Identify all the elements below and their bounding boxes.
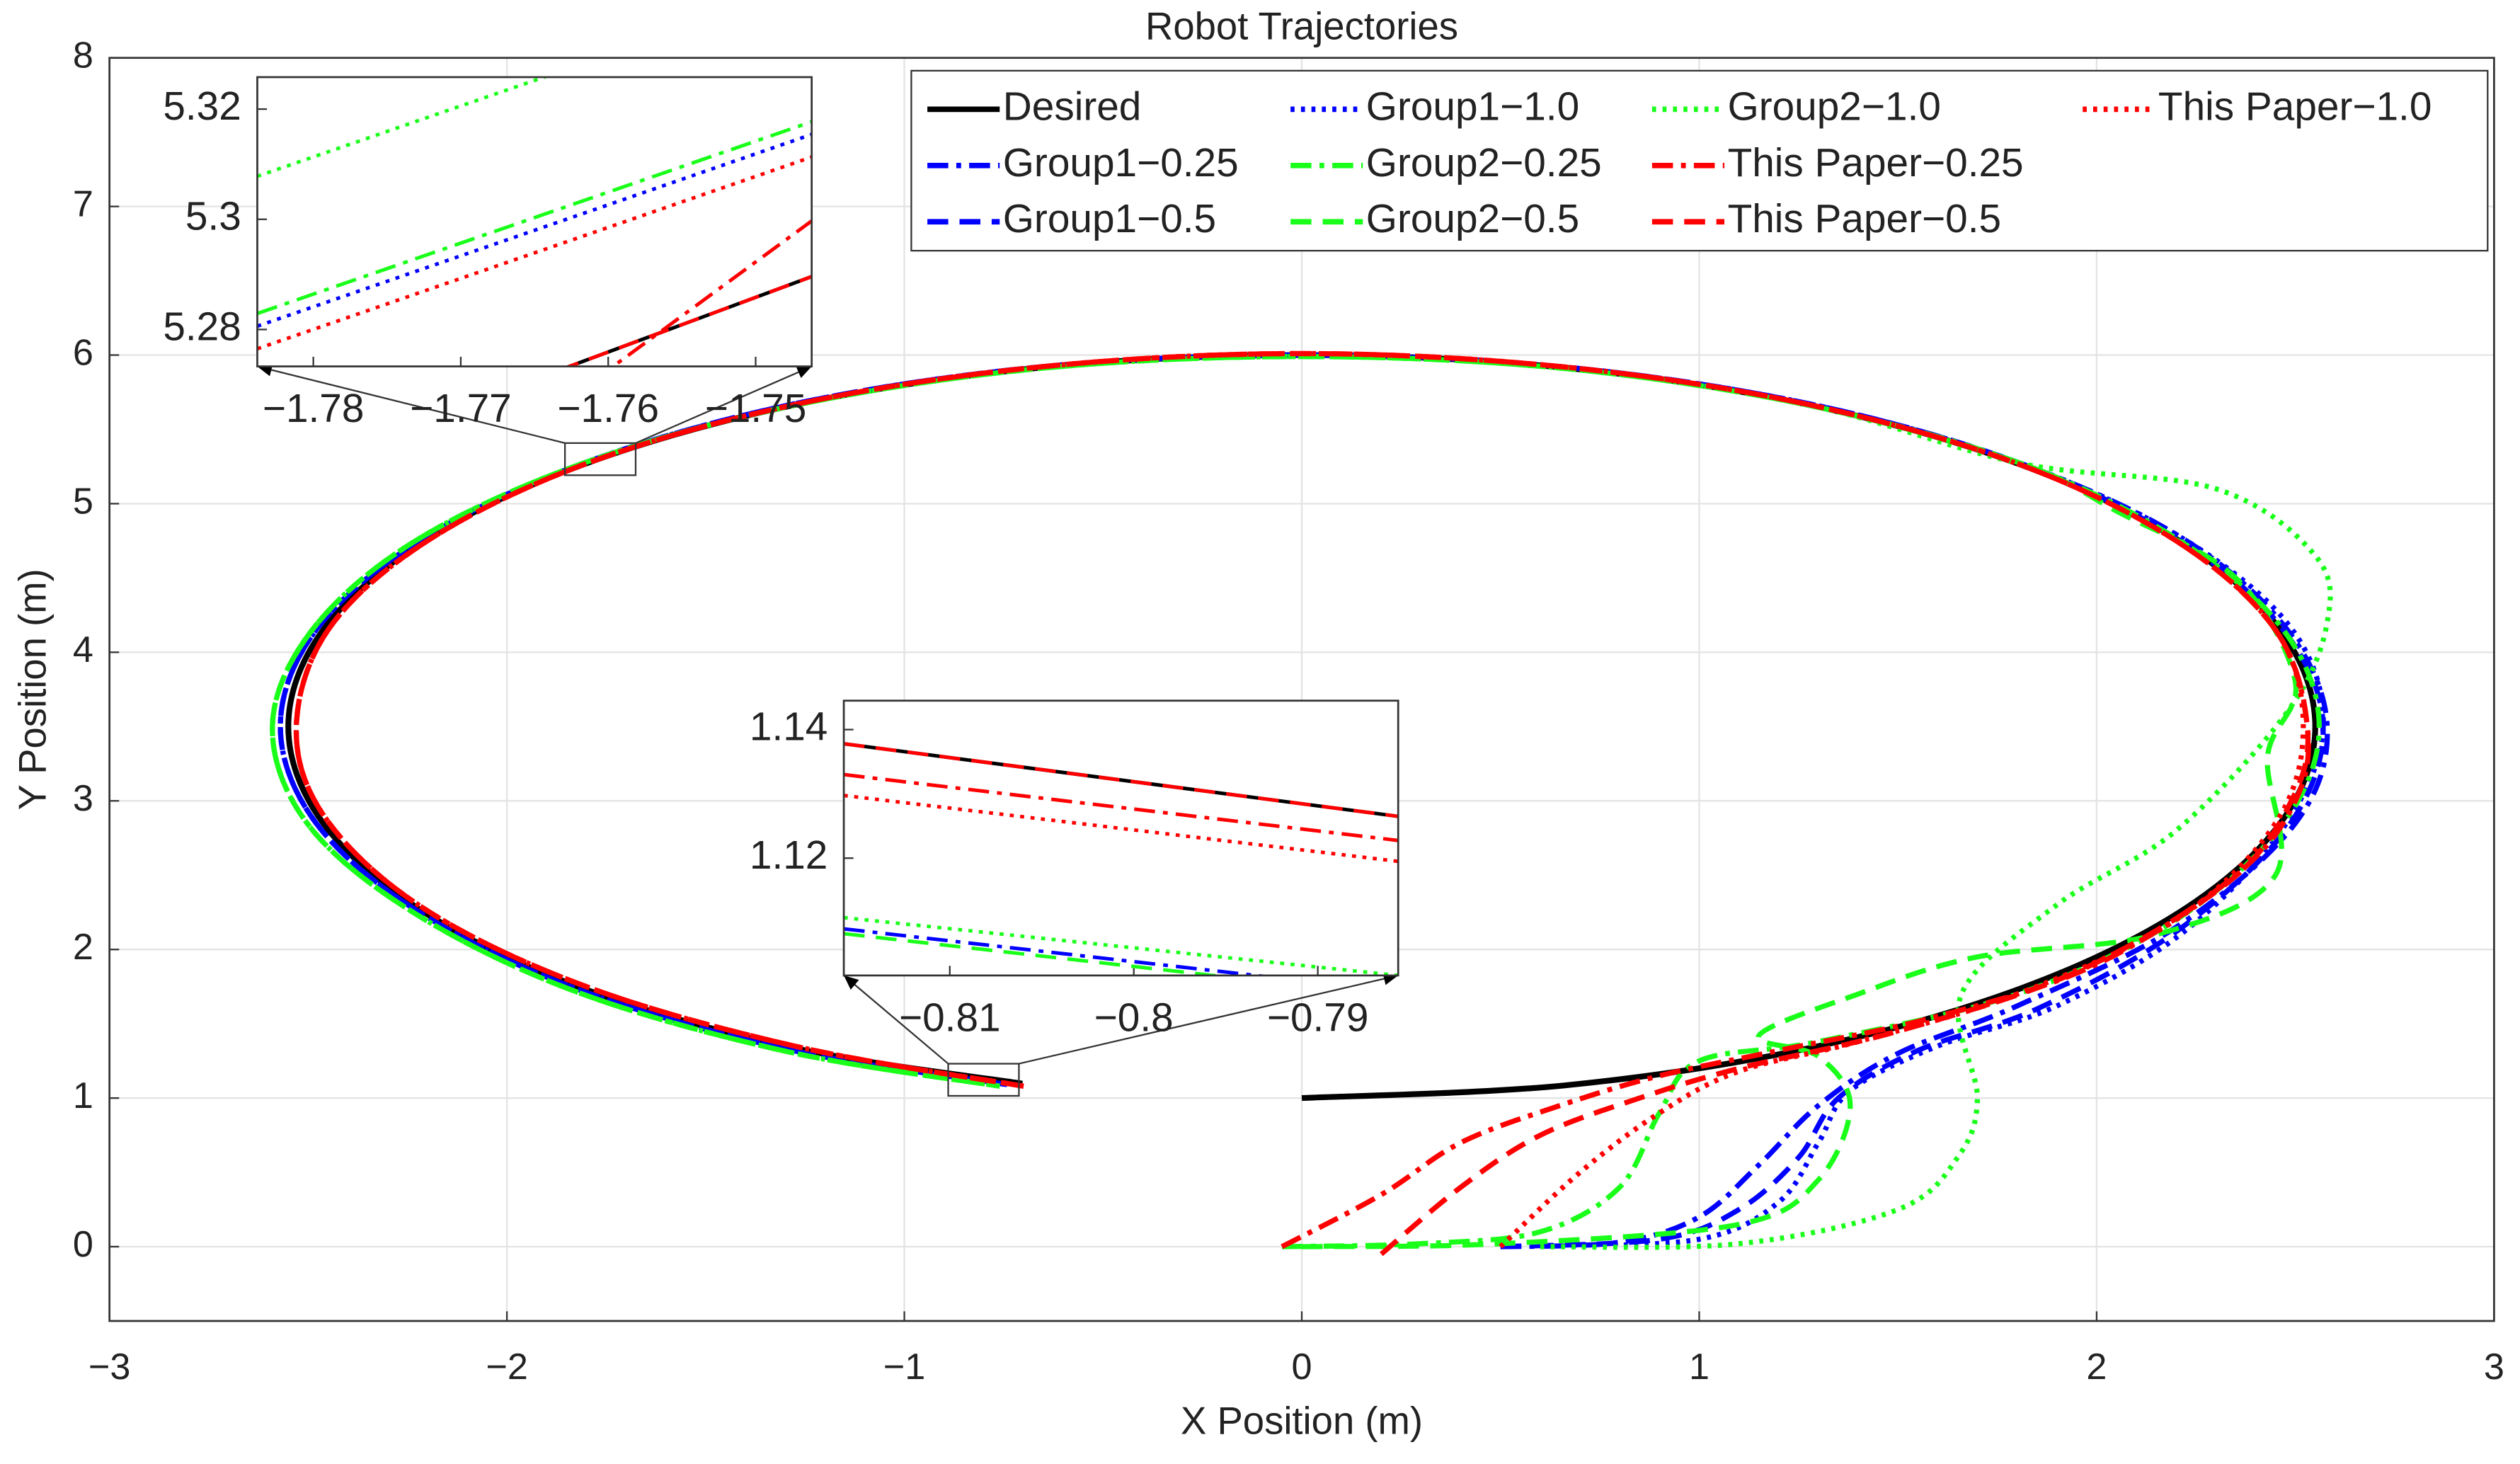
y-tick-label: 6: [73, 332, 93, 373]
zoom-connector: [257, 363, 566, 444]
y-tick-label: 1: [73, 1075, 93, 1116]
legend-label: Desired: [1003, 84, 1142, 129]
y-axis-label: Y Position (m): [11, 568, 55, 810]
y-tick-label: 4: [73, 629, 93, 670]
x-tick-label: 2: [2086, 1346, 2107, 1388]
y-tick-label: 2: [73, 927, 93, 968]
trajectory-line: [270, 354, 2333, 1250]
x-tick-label: 1: [1689, 1346, 1709, 1388]
trajectory-line: [844, 742, 1399, 818]
x-tick-label: −2: [486, 1346, 528, 1388]
legend-label: This Paper−1.0: [2158, 84, 2432, 129]
x-tick-label: 0: [1291, 1346, 1312, 1388]
zoom-box: [947, 1063, 1020, 1097]
trajectory-line: [257, 132, 812, 328]
legend-label: Group1−0.25: [1003, 141, 1239, 185]
x-tick-label: −1.76: [557, 387, 659, 431]
plot-area: [844, 742, 1399, 976]
legend-label: Group2−0.5: [1366, 197, 1579, 241]
trajectory-line: [564, 275, 812, 367]
y-tick-label: 5.32: [163, 84, 241, 129]
trajectory-line: [257, 76, 550, 178]
y-tick-label: 5.28: [163, 304, 241, 349]
y-tick-label: 1.12: [750, 833, 827, 878]
inset-background: [257, 76, 812, 367]
y-tick-label: 8: [73, 35, 93, 76]
y-tick-label: 5: [73, 481, 93, 522]
trajectory-line: [257, 120, 812, 316]
y-tick-label: 5.3: [185, 195, 241, 239]
y-tick-label: 7: [73, 183, 93, 224]
axes-box: [842, 699, 1399, 977]
chart-title: Robot Trajectories: [1145, 4, 1458, 47]
x-tick-label: −1.75: [705, 387, 807, 431]
inset-background: [844, 700, 1399, 976]
plot-area: [270, 350, 2333, 1257]
trajectory-line: [277, 352, 2326, 1249]
trajectory-line: [844, 927, 1272, 976]
y-tick-label: 1.14: [750, 705, 827, 750]
zoom-connector: [635, 365, 813, 444]
x-tick-label: −1: [883, 1346, 926, 1388]
trajectory-line: [844, 772, 1399, 842]
x-tick-label: −3: [88, 1346, 131, 1388]
y-tick-label: 3: [73, 778, 93, 819]
x-tick-label: −1.77: [410, 387, 512, 431]
axes-box: [108, 57, 2495, 1322]
legend-label: This Paper−0.5: [1728, 197, 2001, 241]
x-tick-label: 3: [2484, 1346, 2504, 1388]
legend-label: Group1−1.0: [1366, 84, 1579, 129]
x-tick-label: −0.8: [1094, 995, 1174, 1040]
x-tick-label: −0.79: [1267, 995, 1369, 1040]
axes-box: [256, 76, 813, 367]
zoom-connector: [1019, 972, 1399, 1065]
legend-label: Group2−0.25: [1366, 141, 1602, 185]
plot-area: [257, 76, 812, 367]
legend-label: This Paper−0.25: [1728, 141, 2024, 185]
y-tick-label: 0: [73, 1224, 93, 1265]
x-axis-label: X Position (m): [1181, 1400, 1423, 1443]
legend-label: Group1−0.5: [1003, 197, 1216, 241]
trajectory-line: [609, 219, 812, 367]
zoom-box: [563, 442, 637, 476]
trajectory-line: [293, 350, 2306, 1249]
x-tick-label: −0.81: [899, 995, 1001, 1040]
trajectory-line: [257, 155, 812, 351]
zoom-connector: [843, 975, 949, 1065]
x-tick-label: −1.78: [263, 387, 365, 431]
legend-label: Group2−1.0: [1728, 84, 1941, 129]
